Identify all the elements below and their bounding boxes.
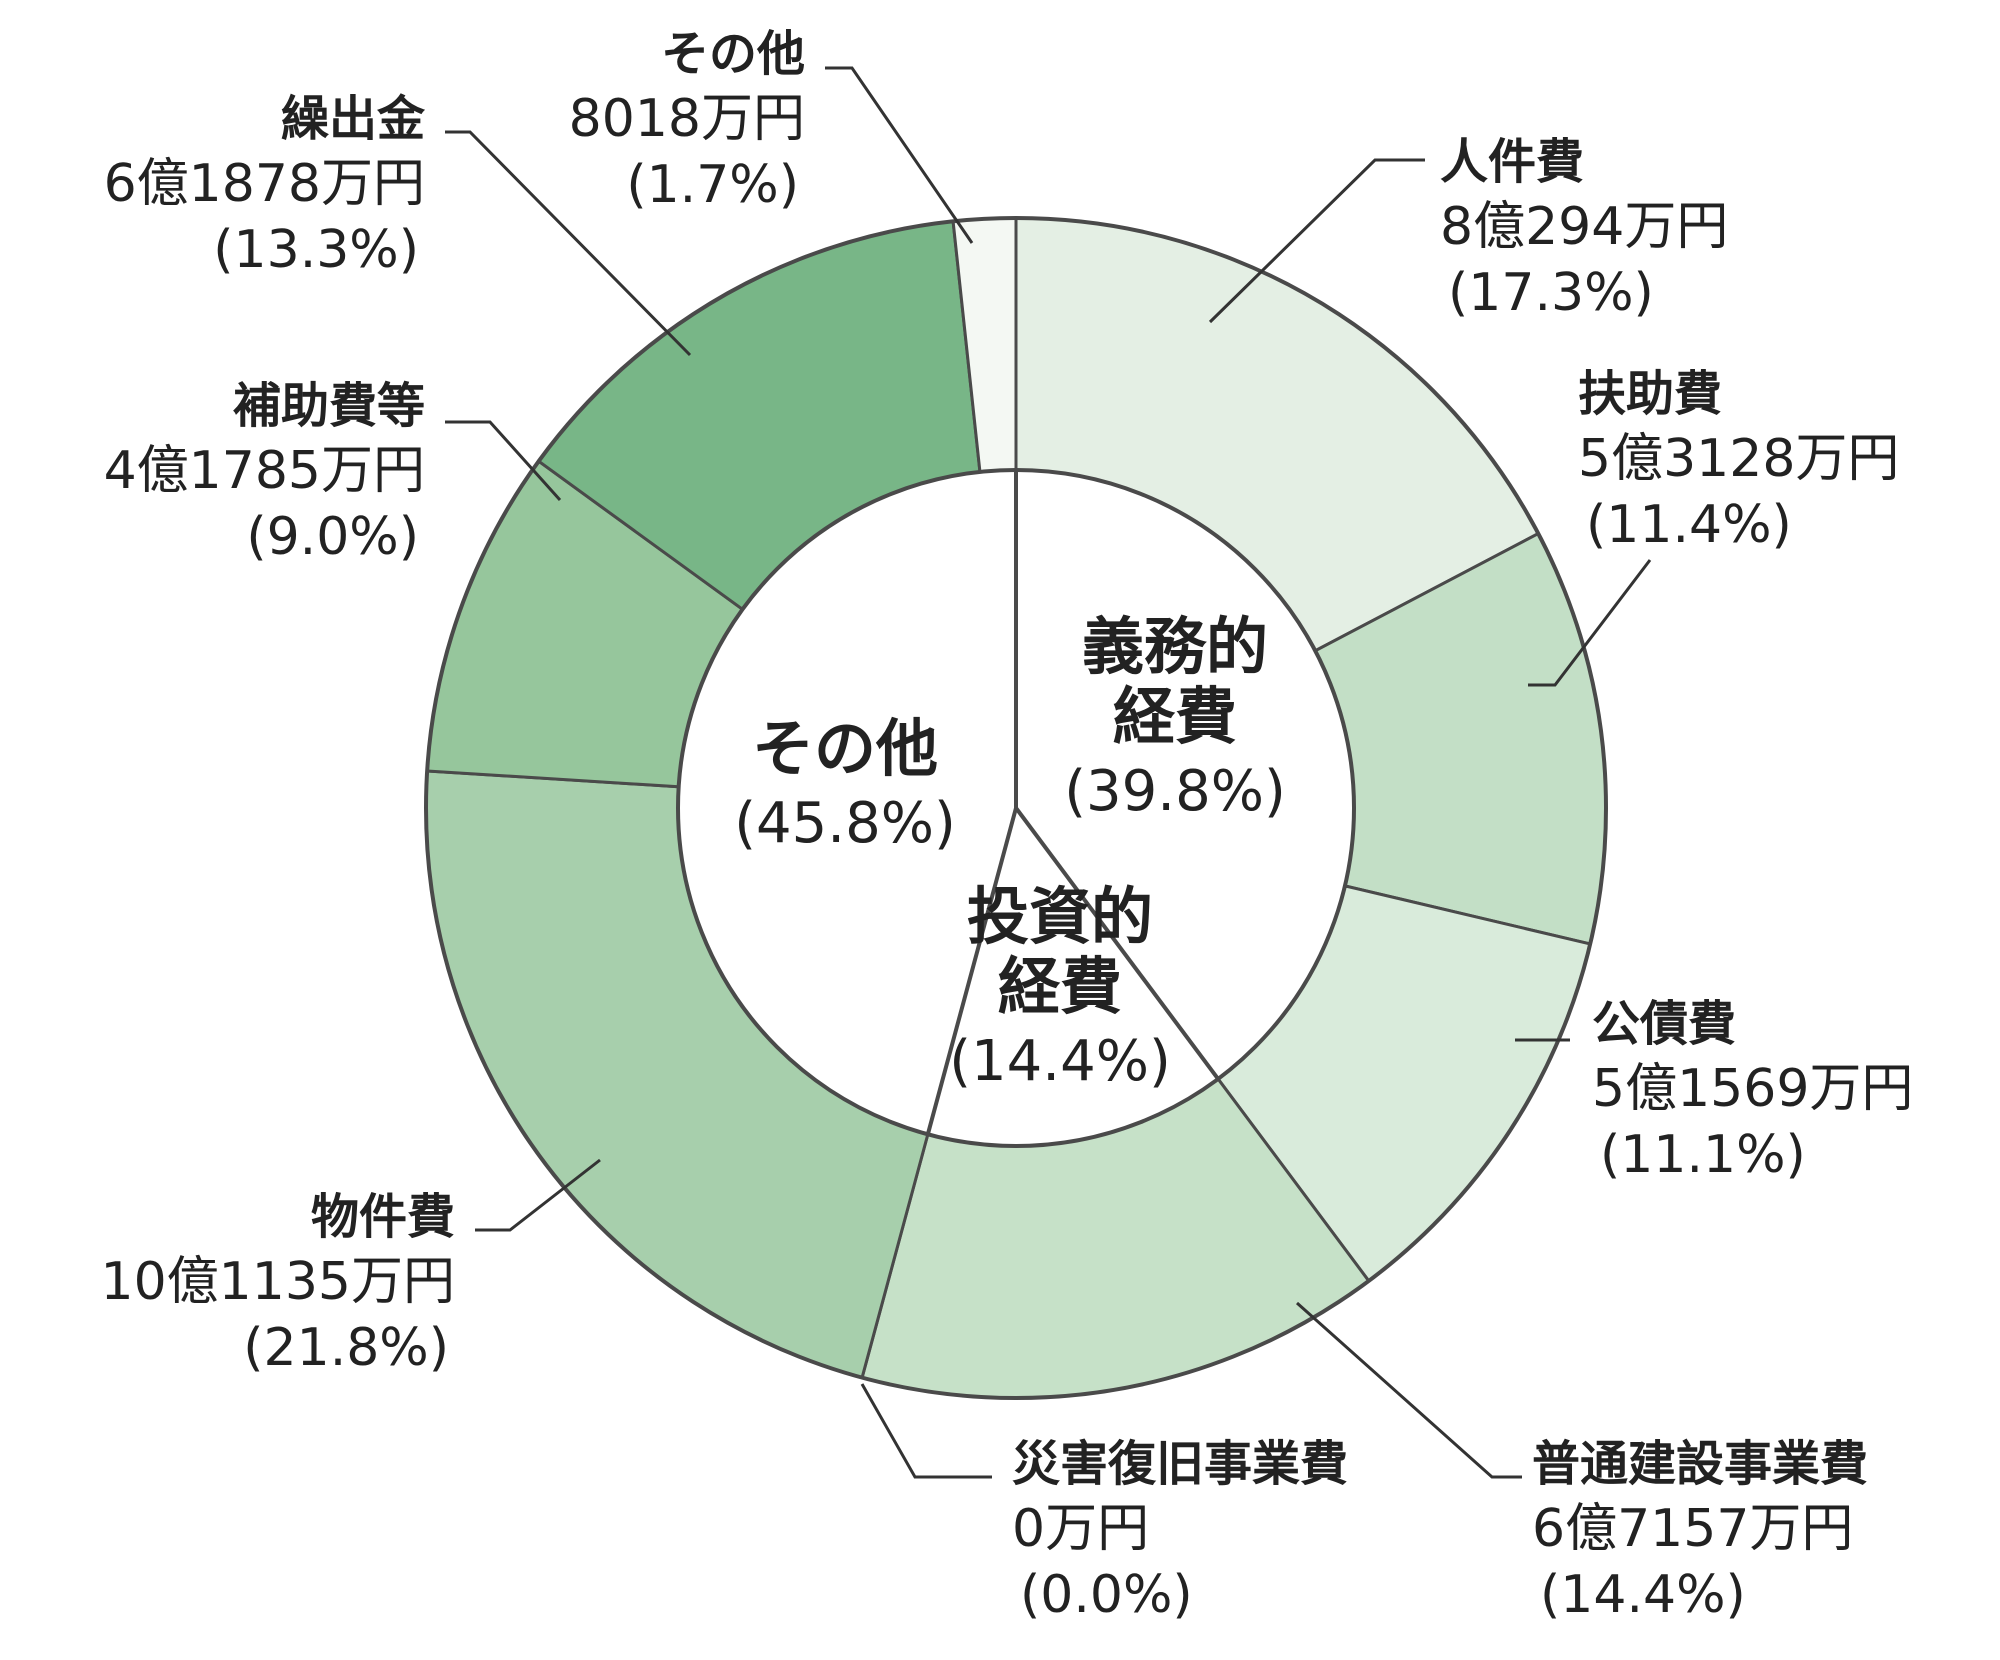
slice-4-name: 普通建設事業費 xyxy=(1532,1436,1868,1492)
slice-8-leader-line xyxy=(445,130,692,357)
slice-2-percent: (11.4%) xyxy=(1586,495,1792,555)
slice-2-amount: 5億3128万円 xyxy=(1578,429,1899,489)
slice-1-percent: (17.3%) xyxy=(1448,263,1654,323)
slice-4-amount: 6億7157万円 xyxy=(1532,1499,1853,1559)
slice-7-name: 補助費等 xyxy=(233,378,425,434)
slice-6-leader-line xyxy=(475,1158,601,1232)
slice-4-leader-line xyxy=(1296,1301,1522,1479)
leader-lines xyxy=(445,66,1652,1479)
slice-3-percent: (11.1%) xyxy=(1600,1125,1806,1185)
group-1-percent: (39.8%) xyxy=(1064,759,1286,824)
slice-6-percent: (21.8%) xyxy=(243,1318,449,1378)
donut-rings xyxy=(424,216,1608,1400)
slice-8-name: 繰出金 xyxy=(281,91,426,147)
slice-7-percent: (9.0%) xyxy=(246,507,419,567)
slice-5-name: 災害復旧事業費 xyxy=(1012,1436,1348,1492)
slice-1-name: 人件費 xyxy=(1440,134,1584,190)
group-2-name-line-2: 経費 xyxy=(998,950,1122,1023)
slice-1-leader-line xyxy=(1208,158,1425,324)
group-1-name-line-1: 義務的 xyxy=(1082,610,1268,683)
slice-1-amount: 8億294万円 xyxy=(1440,197,1728,257)
slice-5-amount: 0万円 xyxy=(1012,1499,1149,1559)
slice-3-amount: 5億1569万円 xyxy=(1592,1059,1913,1119)
group-dividers xyxy=(925,470,1220,1135)
slice-9-name: その他 xyxy=(661,26,805,82)
outer-ring-outline xyxy=(424,216,1608,1400)
slice-9-amount: 8018万円 xyxy=(569,89,805,149)
group-3-percent: (45.8%) xyxy=(734,791,956,856)
slice-7-amount: 4億1785万円 xyxy=(104,441,425,501)
slice-8-percent: (13.3%) xyxy=(213,220,419,280)
group-3-name-line-1: その他 xyxy=(752,712,938,785)
slice-5-percent: (0.0%) xyxy=(1020,1565,1193,1625)
slice-labels: 人件費 8億294万円(17.3%) 扶助費 5億3128万円(11.4%) 公債費 5億… xyxy=(100,26,1913,1625)
group-1-name-line-2: 経費 xyxy=(1113,680,1237,753)
group-2-percent: (14.4%) xyxy=(949,1029,1171,1094)
slice-9-leader-line xyxy=(825,66,974,244)
slice-8-amount: 6億1878万円 xyxy=(104,154,425,214)
slice-9-percent: (1.7%) xyxy=(626,155,799,215)
group-divider-2 xyxy=(1014,806,1220,1081)
group-divider-3 xyxy=(925,807,1018,1135)
slice-6-amount: 10億1135万円 xyxy=(100,1252,455,1312)
slice-4-percent: (14.4%) xyxy=(1540,1565,1746,1625)
slice-2-name: 扶助費 xyxy=(1578,366,1722,422)
slice-2-leader-line xyxy=(1528,559,1652,687)
slice-7-leader-line xyxy=(445,420,562,502)
group-2-name-line-1: 投資的 xyxy=(967,880,1153,953)
slice-3-name: 公債費 xyxy=(1592,996,1736,1052)
slice-5-leader-line xyxy=(860,1383,992,1479)
slice-6-name: 物件費 xyxy=(311,1189,455,1245)
